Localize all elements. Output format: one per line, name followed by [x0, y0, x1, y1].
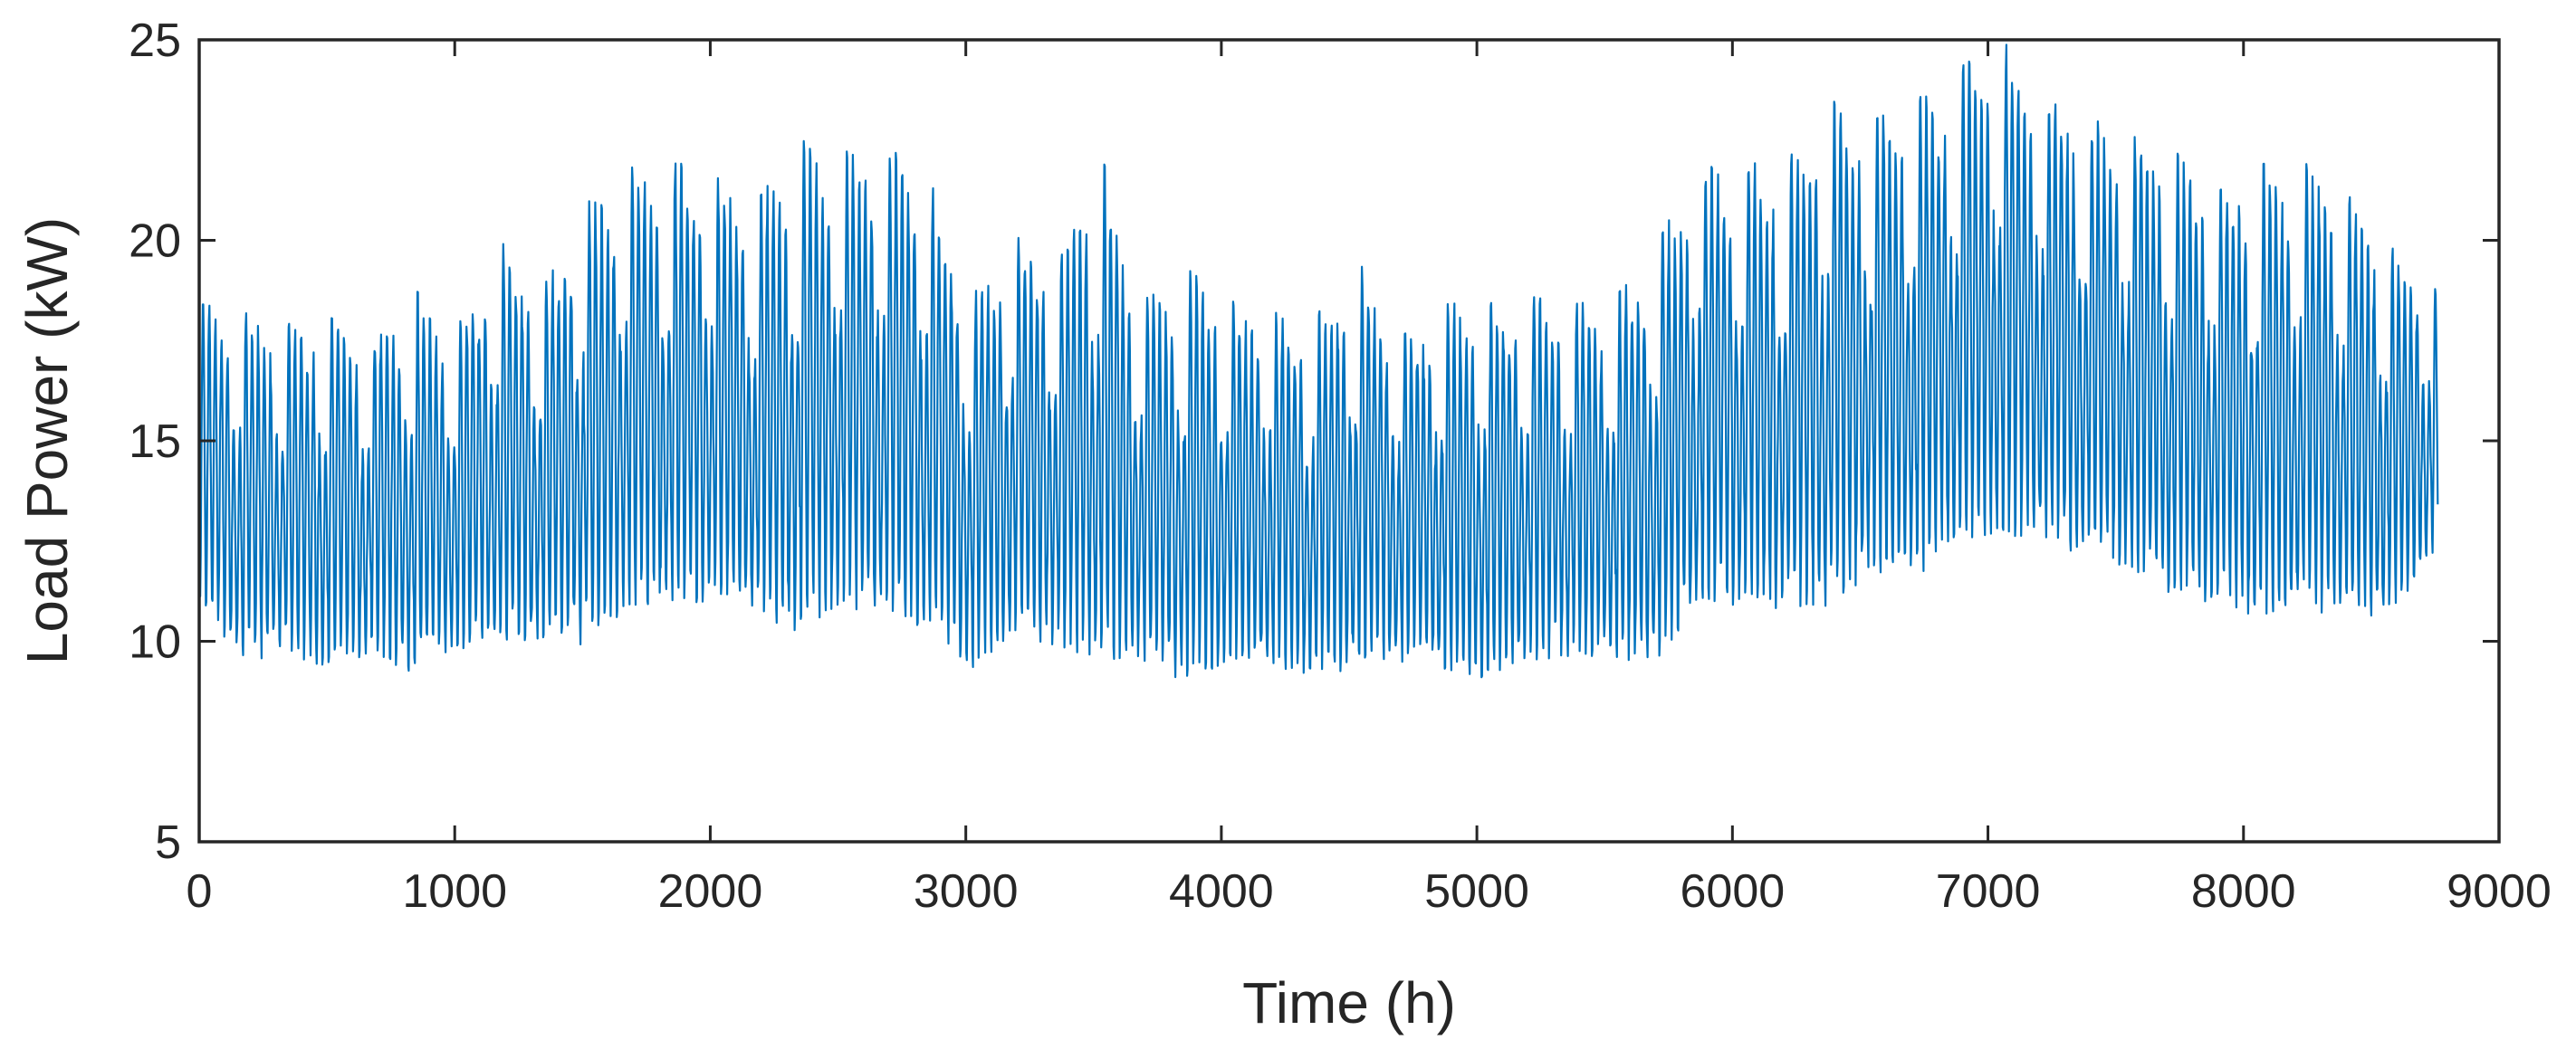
x-tick-label: 7000 — [1936, 865, 2041, 918]
x-tick-label: 0 — [187, 865, 213, 918]
x-tick-label: 1000 — [402, 865, 507, 918]
y-tick-label: 25 — [129, 14, 181, 67]
x-tick-label: 6000 — [1680, 865, 1785, 918]
x-tick-label: 8000 — [2191, 865, 2296, 918]
y-tick-label: 10 — [129, 616, 181, 669]
plot-area — [197, 38, 2501, 844]
x-tick-label: 4000 — [1169, 865, 1274, 918]
x-tick-label: 2000 — [658, 865, 763, 918]
y-axis-ticks: 5 10 15 20 25 — [129, 14, 2499, 869]
load-power-series-line — [197, 43, 2439, 679]
x-tick-label: 5000 — [1424, 865, 1529, 918]
y-axis-title: Load Power (kW) — [14, 217, 80, 664]
x-axis-ticks: 0 1000 2000 3000 4000 5000 6000 7000 8000 9000 — [187, 40, 2552, 918]
y-tick-label: 15 — [129, 415, 181, 468]
x-tick-label: 3000 — [914, 865, 1019, 918]
y-tick-label: 20 — [129, 215, 181, 268]
x-axis-title: Time (h) — [1242, 970, 1456, 1035]
x-tick-label: 9000 — [2447, 865, 2552, 918]
y-tick-label: 5 — [155, 816, 181, 869]
